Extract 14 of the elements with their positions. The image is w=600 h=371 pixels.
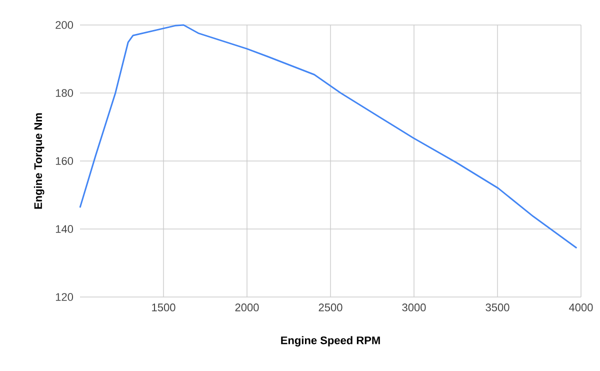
x-tick-label: 3000 <box>402 304 426 312</box>
y-tick-label: 180 <box>56 89 74 97</box>
y-axis-title: Engine Torque Nm <box>34 113 44 209</box>
x-tick-label: 2500 <box>318 304 342 312</box>
x-tick-label: 3500 <box>486 304 510 312</box>
y-tick-label: 160 <box>56 157 74 165</box>
line-series <box>79 24 578 249</box>
y-tick-label: 200 <box>56 21 74 29</box>
y-tick-label: 140 <box>56 225 74 233</box>
y-tick-label: 120 <box>56 293 74 301</box>
x-tick-label: 1500 <box>152 304 176 312</box>
x-tick-label: 2000 <box>235 304 259 312</box>
x-axis-title: Engine Speed RPM <box>281 336 380 346</box>
x-tick-label: 4000 <box>569 304 593 312</box>
